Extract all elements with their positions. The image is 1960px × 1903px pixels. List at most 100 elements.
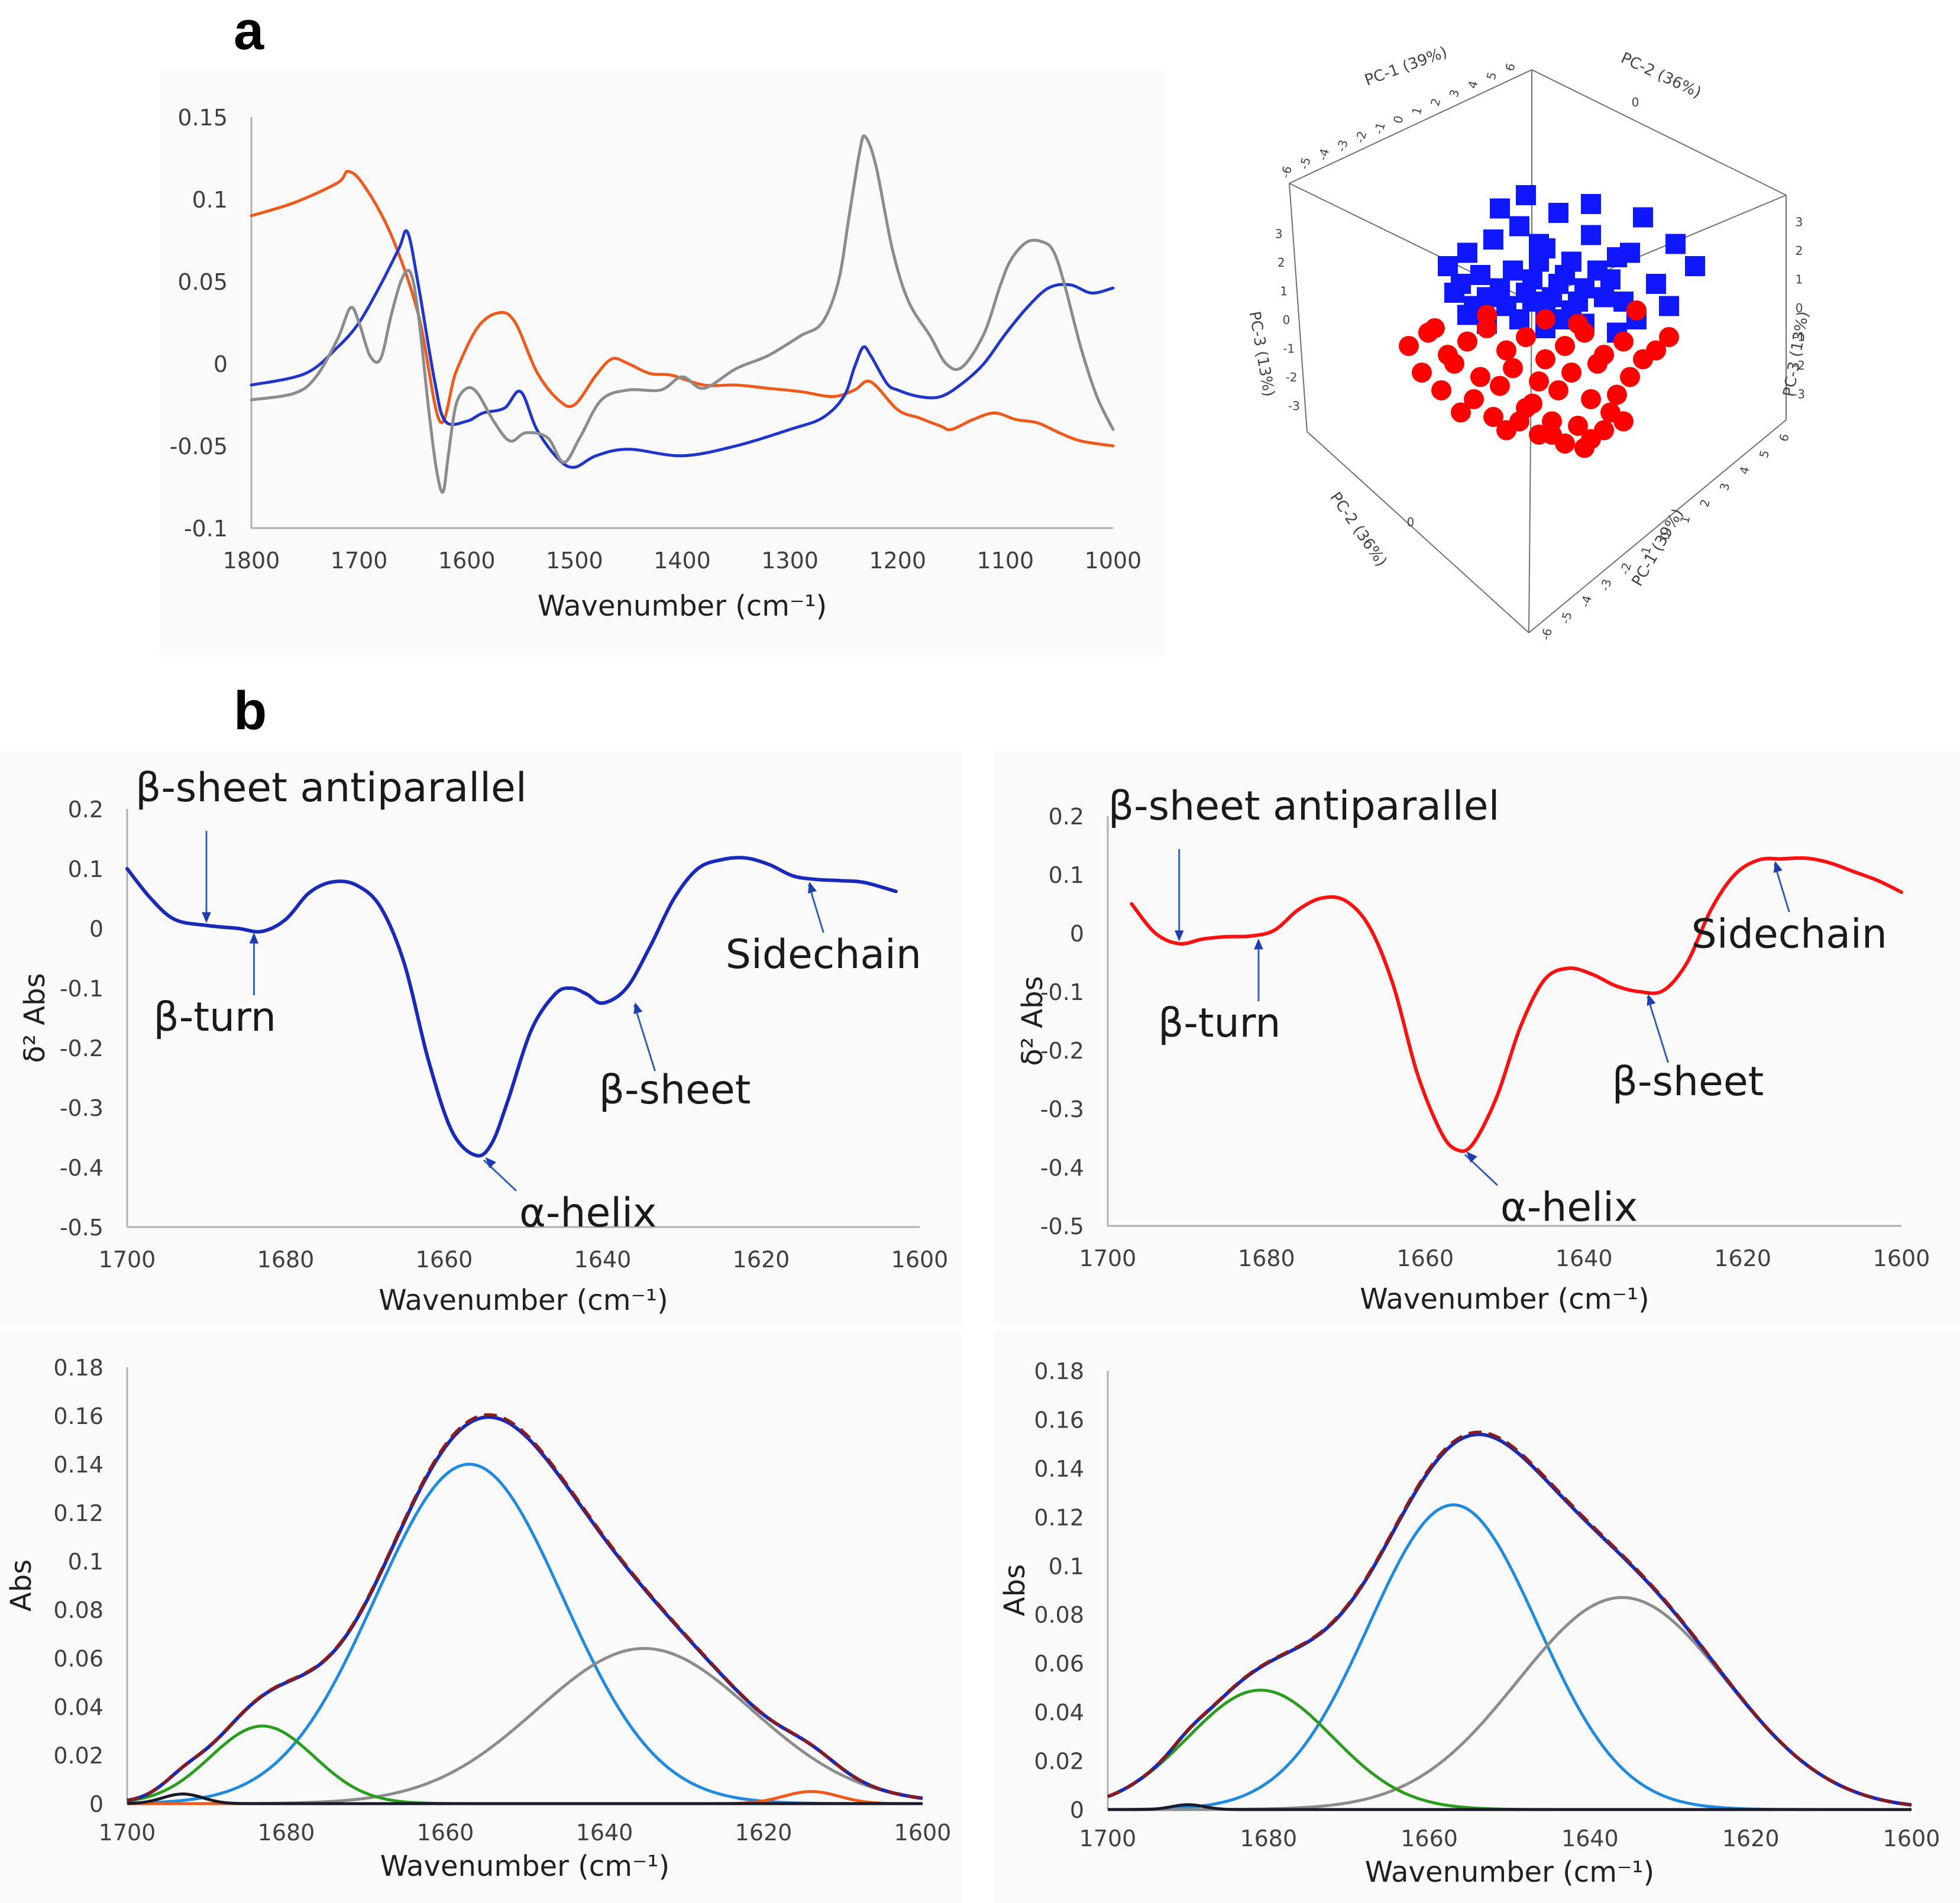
annotation-label: α-helix	[1500, 1184, 1638, 1231]
pca-point-circle	[1587, 354, 1608, 374]
y-axis-title: Abs	[5, 1559, 38, 1611]
pca-tick-label: 1	[1677, 514, 1693, 525]
annotation-arrowhead	[1254, 938, 1263, 950]
pca-point-circle	[1490, 376, 1510, 396]
fit-component-4-line	[1108, 1803, 1912, 1811]
pca-point-circle	[1412, 363, 1432, 383]
spectrum-blue-line	[250, 229, 1115, 469]
y-tick-label: -0.3	[60, 1095, 104, 1121]
pca-tick-label: -2	[1618, 561, 1634, 576]
pca-point-circle	[1574, 438, 1594, 458]
pca-point-circle	[1594, 420, 1614, 441]
panel-b-fit-left-background	[0, 1331, 961, 1903]
pca-point-square	[1503, 260, 1523, 281]
y-tick-label: 0.02	[53, 1743, 104, 1769]
pca-3d-scatter-chart: -6-5-4-3-2-10123456-6-5-4-3-2-1012345632…	[1245, 43, 1812, 642]
y-tick-label: -0.1	[184, 516, 228, 542]
x-tick-label: 1600	[894, 1820, 952, 1846]
y-tick-label: 0.05	[177, 269, 228, 295]
annotation-label: β-sheet antiparallel	[135, 765, 527, 811]
x-tick-label: 1680	[1238, 1245, 1295, 1271]
annotation-label: β-sheet antiparallel	[1108, 783, 1500, 830]
y-tick-label: 0.2	[1049, 804, 1084, 830]
x-tick-label: 1600	[891, 1247, 949, 1273]
y-tick-label: 0	[1070, 1797, 1084, 1823]
pca-tick-label: -3	[1334, 138, 1350, 153]
y-tick-label: -0.5	[60, 1215, 104, 1241]
pca-box-edge	[1289, 69, 1532, 184]
pca-point-circle	[1509, 411, 1529, 432]
pca-axis-label: PC-1 (39%)	[1362, 43, 1450, 89]
pca-point-square	[1470, 265, 1490, 285]
y-tick-label: -0.4	[1040, 1155, 1084, 1181]
pca-point-circle	[1503, 358, 1523, 378]
y-tick-label: 0	[214, 351, 228, 377]
x-axis-title: Wavenumber (cm⁻¹)	[1365, 1856, 1655, 1889]
fit-sum-line	[1107, 1432, 1912, 1807]
x-axis-title: Wavenumber (cm⁻¹)	[380, 1850, 670, 1883]
pca-point-circle	[1613, 331, 1634, 352]
annotation-label: β-sheet	[599, 1067, 751, 1114]
pca-point-square	[1620, 242, 1640, 263]
x-tick-label: 1000	[1085, 548, 1142, 574]
y-tick-label: 0.08	[1034, 1602, 1084, 1628]
y-tick-label: 0.2	[68, 797, 104, 823]
pca-point-circle	[1542, 425, 1562, 445]
pca-point-circle	[1548, 380, 1568, 400]
x-tick-label: 1620	[733, 1247, 790, 1273]
y-tick-label: 0.14	[53, 1452, 104, 1478]
pca-point-circle	[1607, 384, 1627, 405]
y-tick-label: 0.12	[53, 1500, 104, 1526]
spectrum-gray-line	[250, 134, 1115, 494]
x-tick-label: 1660	[417, 1820, 474, 1846]
panel-b-red-background	[994, 751, 1960, 1325]
pca-tick-label: -6	[1538, 627, 1555, 642]
pca-tick-label: -1	[1283, 342, 1295, 356]
annotation-arrowhead	[633, 1002, 643, 1014]
panel-label-b: b	[234, 681, 267, 741]
y-tick-label: 0.04	[53, 1694, 104, 1720]
measured-spectrum-dashed-line	[127, 1413, 923, 1802]
pca-point-circle	[1568, 313, 1588, 334]
pca-tick-label: 0	[1407, 515, 1415, 529]
pca-box-edge	[1528, 301, 1532, 633]
pca-tick-label: 1	[1409, 105, 1425, 116]
pca-tick-label: 0	[1796, 301, 1803, 315]
pca-tick-label: 5	[1757, 448, 1772, 459]
panel-label-a: a	[234, 1, 264, 61]
x-axis-title: Wavenumber (cm⁻¹)	[379, 1284, 668, 1317]
pca-tick-label: 1	[1796, 272, 1803, 286]
y-tick-label: 0.1	[192, 187, 228, 213]
x-tick-label: 1680	[1240, 1826, 1297, 1852]
pca-tick-label: -2	[1793, 358, 1805, 373]
pca-point-circle	[1561, 363, 1581, 383]
pca-point-circle	[1483, 407, 1503, 427]
annotation-label: β-turn	[153, 994, 276, 1041]
pca-point-square	[1633, 207, 1653, 228]
fit-component-2-line	[1108, 1595, 1912, 1811]
y-tick-label: 0.16	[53, 1403, 104, 1429]
pca-tick-label: 0	[1283, 313, 1291, 327]
pca-tick-label: -1	[1372, 121, 1388, 135]
x-tick-label: 1640	[576, 1820, 633, 1846]
x-axis-title: Wavenumber (cm⁻¹)	[538, 590, 827, 623]
annotation-arrowhead	[485, 1157, 496, 1169]
pca-point-circle	[1451, 402, 1471, 423]
pca-tick-label: -2	[1353, 130, 1369, 144]
pca-point-circle	[1425, 318, 1445, 338]
y-tick-label: 0.18	[53, 1355, 104, 1381]
y-tick-label: -0.1	[60, 976, 104, 1002]
second-derivative-red-line	[1130, 856, 1903, 1153]
pca-point-square	[1509, 309, 1529, 329]
x-tick-label: 1400	[654, 548, 711, 574]
pca-axis-label: PC-2 (36%)	[1326, 489, 1390, 570]
pca-point-circle	[1477, 305, 1497, 325]
y-axis-title: δ² Abs	[18, 973, 51, 1063]
pca-tick-label: 4	[1465, 79, 1480, 90]
y-tick-label: 0.16	[1034, 1407, 1084, 1433]
annotation-arrowhead	[249, 933, 259, 944]
pca-axis-label: PC-2 (36%)	[1618, 49, 1704, 102]
pca-point-circle	[1535, 349, 1555, 370]
x-tick-label: 1640	[1561, 1826, 1619, 1852]
annotation-arrowhead	[1773, 861, 1783, 873]
